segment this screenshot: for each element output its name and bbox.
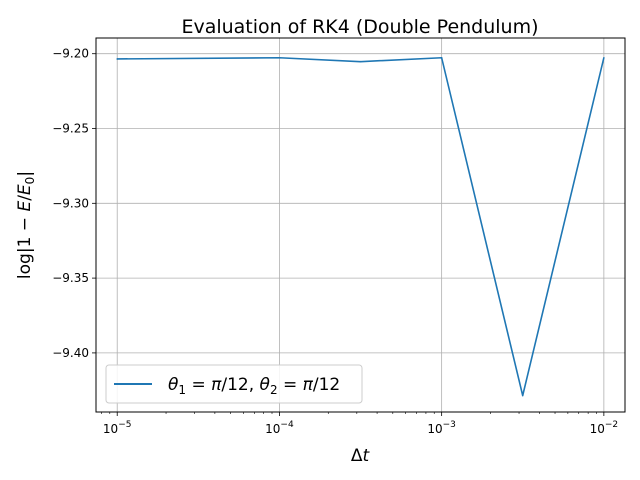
series-layer <box>116 56 605 397</box>
x-axis-label: Δt <box>351 446 371 466</box>
data-point <box>278 56 281 59</box>
plot-area <box>96 38 625 412</box>
legend: θ1 = π/12, θ2 = π/12 <box>105 364 363 404</box>
x-tick-label: 10−3 <box>427 420 456 436</box>
y-tick-label: −9.25 <box>52 122 89 136</box>
y-tick-label: −9.35 <box>52 271 89 285</box>
legend-box <box>105 364 363 404</box>
x-tick-label: 10−4 <box>265 420 294 436</box>
y-tick-label: −9.40 <box>52 346 89 360</box>
data-point <box>440 56 443 59</box>
x-tick-label: 10−5 <box>103 420 132 436</box>
y-tick-label: −9.20 <box>52 47 89 61</box>
x-tick-label: 10−2 <box>590 420 619 436</box>
data-point <box>359 60 362 63</box>
data-point <box>116 58 119 60</box>
series-line <box>117 56 605 397</box>
x-axis-ticks: 10−5 10−4 10−3 10−2 <box>101 412 618 436</box>
y-tick-label: −9.30 <box>52 196 89 210</box>
y-axis-label: log|1 − E/E0| <box>15 171 37 279</box>
y-axis-ticks: −9.20 −9.25 −9.30 −9.35 −9.40 <box>52 47 96 360</box>
chart-title: Evaluation of RK4 (Double Pendulum) <box>181 16 538 38</box>
data-point <box>521 394 524 397</box>
grid <box>96 38 625 412</box>
plot-frame <box>95 37 626 413</box>
legend-entry: θ1 = π/12, θ2 = π/12 <box>168 375 340 397</box>
data-point <box>603 56 605 59</box>
